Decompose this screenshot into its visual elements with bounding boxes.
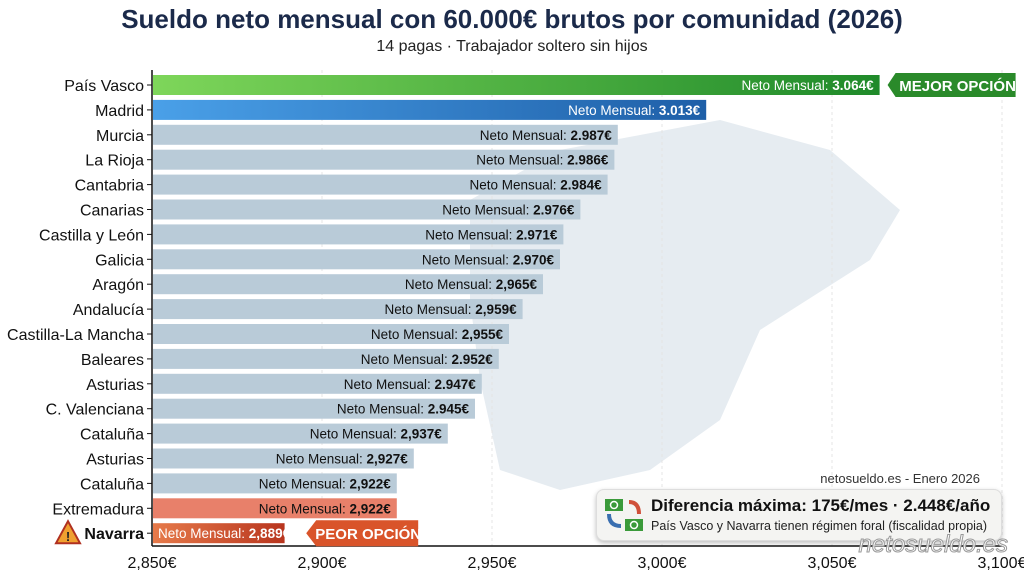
chart-title: Sueldo neto mensual con 60.000€ brutos p… [121,4,903,34]
y-category-label: C. Valenciana [46,402,145,419]
watermark: netosueldo.es [858,531,1008,559]
data-label: Neto Mensual: 2.970€ [422,252,555,267]
bar [153,523,285,544]
bar [153,348,499,369]
bar [153,423,448,444]
data-label: Neto Mensual: 3.013€ [568,103,701,118]
y-category-label: Navarra [84,526,144,543]
y-category-label: Castilla-La Mancha [7,327,144,344]
y-category-label: Cataluña [80,427,144,444]
data-label: Neto Mensual: 2.945€ [337,402,470,417]
bar [153,324,509,344]
y-category-label: Baleares [81,352,144,369]
data-label: Neto Mensual: 2,889€ [158,526,291,541]
bar [153,249,560,270]
data-label: Neto Mensual: 2.984€ [470,178,603,193]
warning-icon [54,519,82,545]
bar [153,299,523,320]
y-category-label: País Vasco [64,78,144,95]
data-label: Neto Mensual: 3.064€ [742,78,875,93]
x-tick-label: 3,100€ [978,555,1024,572]
y-category-label: Madrid [95,103,144,120]
bar [153,75,880,95]
money-exchange-icon [605,499,643,531]
bar [153,398,475,419]
data-label: Neto Mensual: 2.986€ [476,153,609,168]
bar [153,473,397,494]
y-category-label: Murcia [96,128,144,145]
best-option-badge [887,73,1016,97]
data-label: Neto Mensual: 2.952€ [361,352,494,367]
bar [153,224,564,245]
data-label: Neto Mensual: 2,959€ [385,302,518,317]
y-category-label: Galicia [95,252,144,269]
y-category-label: Cataluña [80,476,144,493]
worst-option-label: PEOR OPCIÓN [315,525,421,543]
summary-note: País Vasco y Navarra tienen régimen fora… [651,519,988,533]
y-category-label: Canarias [80,203,144,220]
chart-subtitle: 14 pagas · Trabajador soltero sin hijos [376,38,648,55]
bar [153,124,618,145]
bar [153,498,397,519]
data-label: Neto Mensual: 2.976€ [442,203,575,218]
summary-box: Diferencia máxima: 175€/mes · 2.448€/año… [596,489,1002,541]
y-category-label: Asturias [86,452,144,469]
data-label: Neto Mensual: 2.971€ [425,227,558,242]
bar [153,274,543,295]
x-tick-label: 3,050€ [808,555,857,572]
bar [153,149,615,170]
worst-option-badge [306,520,419,547]
data-label: Neto Mensual: 2,965€ [405,277,538,292]
y-category-label: Cantabria [75,178,144,195]
x-tick-label: 3,000€ [638,555,687,572]
bar [153,99,707,120]
x-tick-label: 2,950€ [468,555,517,572]
data-label: Neto Mensual: 2,937€ [310,427,443,442]
bar [153,373,482,394]
bar [153,199,581,220]
y-category-label: Castilla y León [39,227,144,244]
x-tick-label: 2,850€ [128,555,177,572]
data-label: Neto Mensual: 2,955€ [371,327,504,342]
summary-headline: Diferencia máxima: 175€/mes · 2.448€/año [651,496,991,515]
x-tick-label: 2,900€ [298,555,347,572]
y-category-label: Aragón [92,277,144,294]
best-option-label: MEJOR OPCIÓN [899,77,1016,95]
source-label: netosueldo.es - Enero 2026 [820,471,980,486]
y-category-label: La Rioja [85,153,144,170]
bar [153,174,608,195]
data-label: Neto Mensual: 2,922€ [259,501,392,516]
warning-icon-mark: ! [66,529,70,544]
bar [153,448,414,469]
y-category-label: Andalucía [73,302,144,319]
data-label: Neto Mensual: 2,922€ [259,476,392,491]
y-category-label: Extremadura [52,501,144,518]
y-category-label: Asturias [86,377,144,394]
data-label: Neto Mensual: 2.947€ [344,377,477,392]
data-label: Neto Mensual: 2.987€ [480,128,613,143]
data-label: Neto Mensual: 2,927€ [276,452,409,467]
